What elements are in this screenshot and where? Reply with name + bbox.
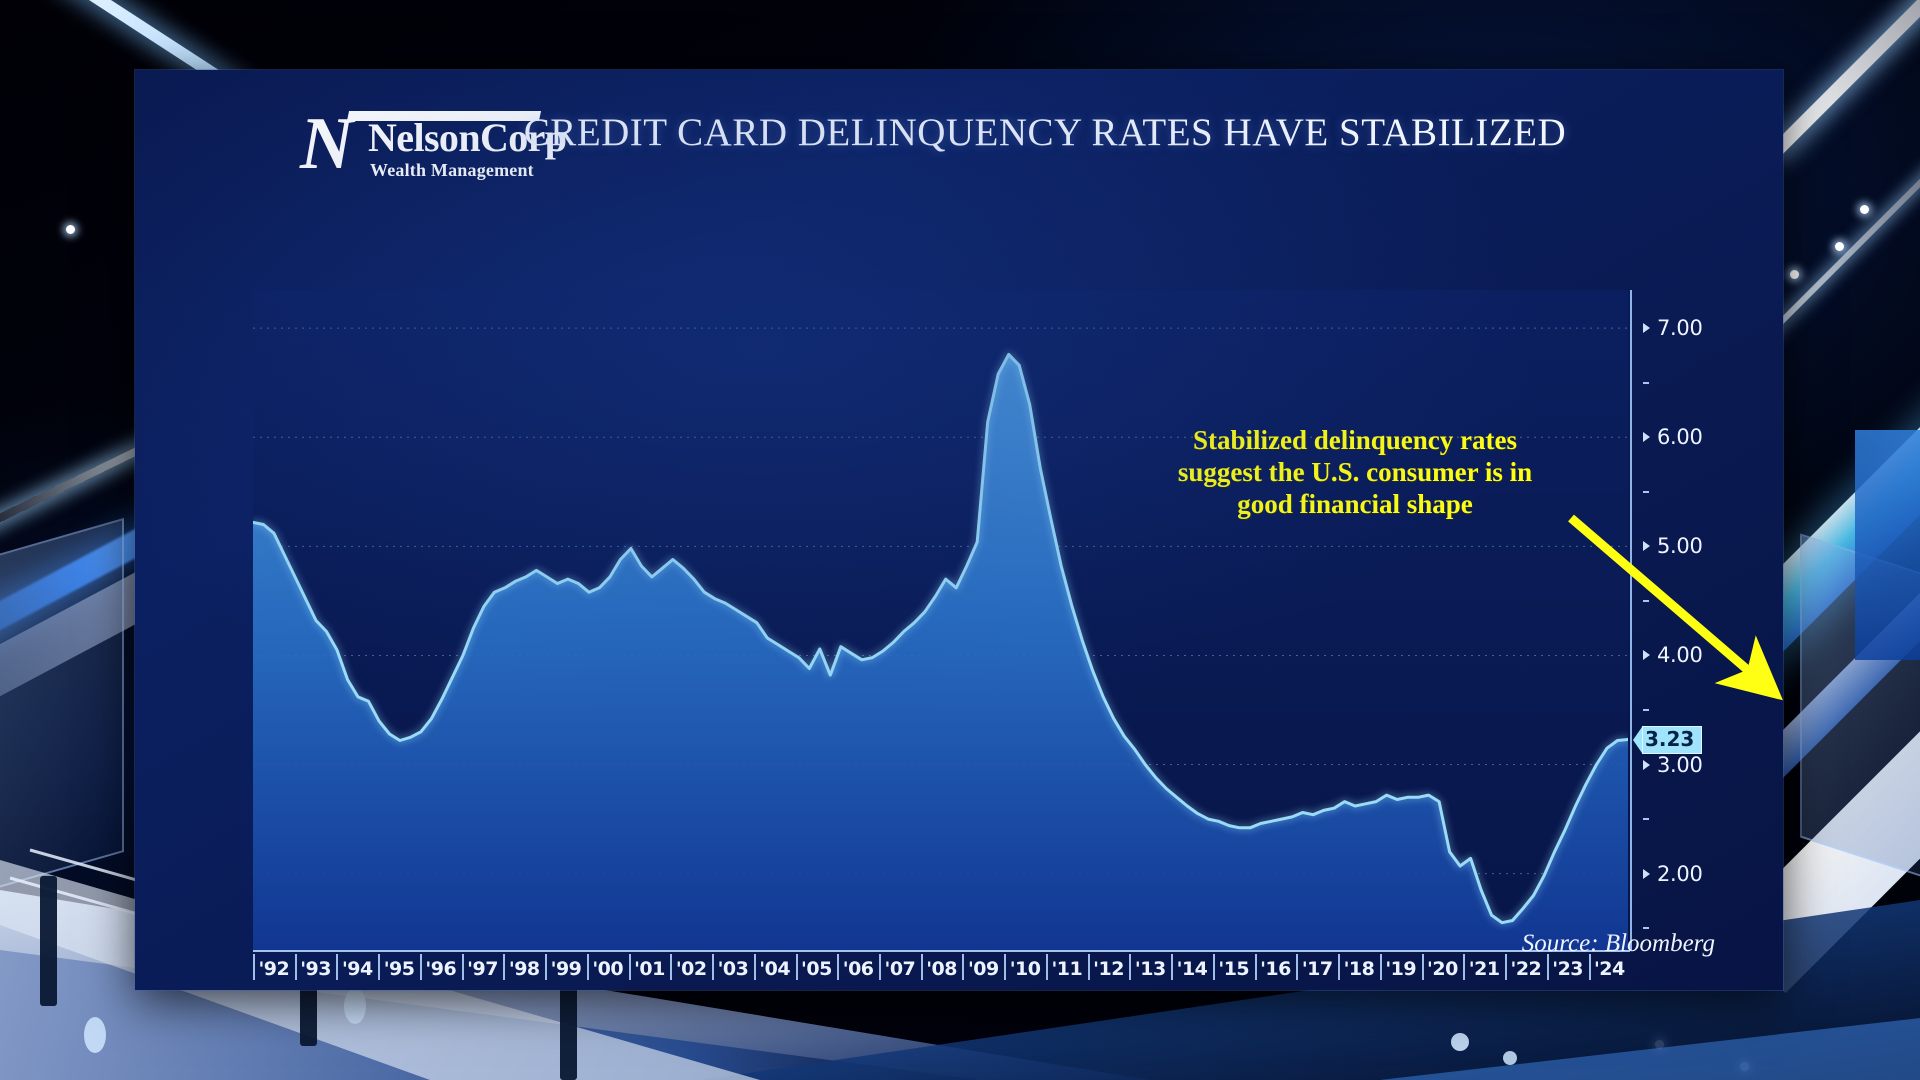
y-axis-line bbox=[1630, 290, 1632, 950]
x-axis-tick-label: '22 bbox=[1505, 954, 1547, 986]
y-axis-tick-label: 2.00 bbox=[1657, 861, 1703, 886]
y-axis-minor-tick bbox=[1643, 818, 1649, 821]
y-axis-tick-arrow-icon bbox=[1643, 650, 1650, 661]
x-axis-tick-label: '97 bbox=[461, 954, 504, 986]
x-axis-tick-label: '23 bbox=[1546, 954, 1589, 986]
x-axis-line bbox=[253, 950, 1630, 952]
x-axis-tick-label: '08 bbox=[920, 954, 963, 986]
x-axis-tick-label: '24 bbox=[1588, 954, 1631, 986]
x-axis-tick-label: '09 bbox=[962, 954, 1004, 986]
y-axis-minor-tick bbox=[1643, 381, 1649, 384]
y-axis-tick-arrow-icon bbox=[1643, 868, 1650, 879]
tag-pointer-icon bbox=[1633, 726, 1642, 753]
y-axis-minor-tick bbox=[1643, 927, 1649, 930]
y-axis-tick-label: 6.00 bbox=[1657, 425, 1703, 450]
y-axis-tick-arrow-icon bbox=[1643, 759, 1650, 770]
x-axis-tick-label: '10 bbox=[1004, 954, 1046, 986]
x-axis-tick-label: '94 bbox=[336, 954, 378, 986]
x-axis-tick-label: '20 bbox=[1421, 954, 1464, 986]
last-value-text: 3.23 bbox=[1642, 725, 1703, 754]
series-svg bbox=[251, 290, 1630, 950]
x-axis-tick-label: '99 bbox=[545, 954, 587, 986]
x-axis-tick-label: '00 bbox=[586, 954, 629, 986]
series-line bbox=[251, 352, 1630, 925]
y-axis-tick-label: 7.00 bbox=[1657, 316, 1703, 341]
x-axis-tick-label: '06 bbox=[837, 954, 879, 986]
callout-line-1: Stabilized delinquency rates bbox=[1192, 425, 1517, 455]
y-axis-minor-tick bbox=[1643, 709, 1649, 711]
logo-tagline: Wealth Management bbox=[370, 160, 534, 180]
x-axis-tick-label: '92 bbox=[253, 954, 295, 986]
x-axis-tick-label: '13 bbox=[1129, 954, 1171, 986]
arrow-down-right-icon bbox=[1568, 514, 1783, 701]
slide-panel: N NelsonCorp Wealth Management CREDIT CA… bbox=[135, 70, 1783, 990]
y-axis-labels: 7.00 6.00 5.00 4.00 3.00 2.00 bbox=[1643, 270, 1733, 970]
x-axis-tick-label: '17 bbox=[1296, 954, 1338, 986]
spark-dot bbox=[1790, 270, 1799, 279]
plot-area bbox=[251, 290, 1630, 950]
y-axis-minor-tick bbox=[1643, 599, 1649, 602]
logo-n-icon: N bbox=[300, 103, 353, 185]
spark-dot bbox=[1860, 205, 1869, 214]
x-axis-tick-label: '98 bbox=[503, 954, 545, 986]
x-axis-tick-label: '12 bbox=[1087, 954, 1130, 986]
x-axis-tick-label: '05 bbox=[795, 954, 838, 986]
x-axis-tick-label: '04 bbox=[753, 954, 796, 986]
x-axis-tick-label: '14 bbox=[1171, 954, 1213, 986]
x-axis-tick-label: '15 bbox=[1212, 954, 1255, 986]
page-title: CREDIT CARD DELINQUENCY RATES HAVE STABI… bbox=[523, 111, 1567, 154]
x-axis-tick-label: '03 bbox=[712, 954, 754, 986]
x-axis-tick-label: '18 bbox=[1338, 954, 1380, 986]
x-axis-tick-label: '95 bbox=[378, 954, 420, 986]
y-axis-tick-label: 5.00 bbox=[1657, 534, 1703, 559]
x-axis-tick-label: '96 bbox=[419, 954, 462, 986]
x-axis-tick-label: '93 bbox=[294, 954, 337, 986]
x-axis-tick-label: '11 bbox=[1045, 954, 1088, 986]
spark-dot bbox=[66, 225, 75, 234]
last-value-tag: 3.23 bbox=[1633, 725, 1703, 754]
x-axis-labels: '92'93'94'95'96'97'98'99'00'01'02'03'04 '… bbox=[253, 954, 1630, 986]
x-axis-tick-label: '02 bbox=[670, 954, 712, 986]
x-axis-tick-label: '07 bbox=[879, 954, 921, 986]
spark-dot bbox=[1835, 242, 1844, 251]
callout-annotation: Stabilized delinquency rates suggest the… bbox=[1135, 425, 1575, 521]
x-axis-tick-label: '16 bbox=[1254, 954, 1297, 986]
y-axis-minor-tick bbox=[1643, 490, 1649, 493]
nelsoncorp-logo: N NelsonCorp Wealth Management bbox=[300, 98, 567, 185]
logo-brand-name: NelsonCorp bbox=[368, 115, 567, 160]
y-axis-tick-label: 4.00 bbox=[1657, 643, 1703, 668]
y-axis-tick-arrow-icon bbox=[1643, 432, 1650, 443]
y-axis-tick-arrow-icon bbox=[1643, 323, 1650, 334]
area-fill bbox=[253, 354, 1628, 950]
x-axis-tick-label: '01 bbox=[628, 954, 671, 986]
y-axis-tick-label: 3.00 bbox=[1657, 752, 1703, 777]
x-axis-tick-label: '19 bbox=[1379, 954, 1422, 986]
callout-line-3: good financial shape bbox=[1237, 488, 1473, 519]
source-note: Source: Bloomberg bbox=[1521, 930, 1715, 957]
blue-block-right bbox=[1855, 430, 1920, 660]
bloomberg-chart: US Credit Card Delinquency Rates, All Co… bbox=[205, 230, 1725, 980]
x-axis-tick-label: '21 bbox=[1463, 954, 1505, 986]
y-axis-tick-arrow-icon bbox=[1643, 541, 1650, 552]
callout-line-2: suggest the U.S. consumer is in bbox=[1177, 456, 1533, 487]
